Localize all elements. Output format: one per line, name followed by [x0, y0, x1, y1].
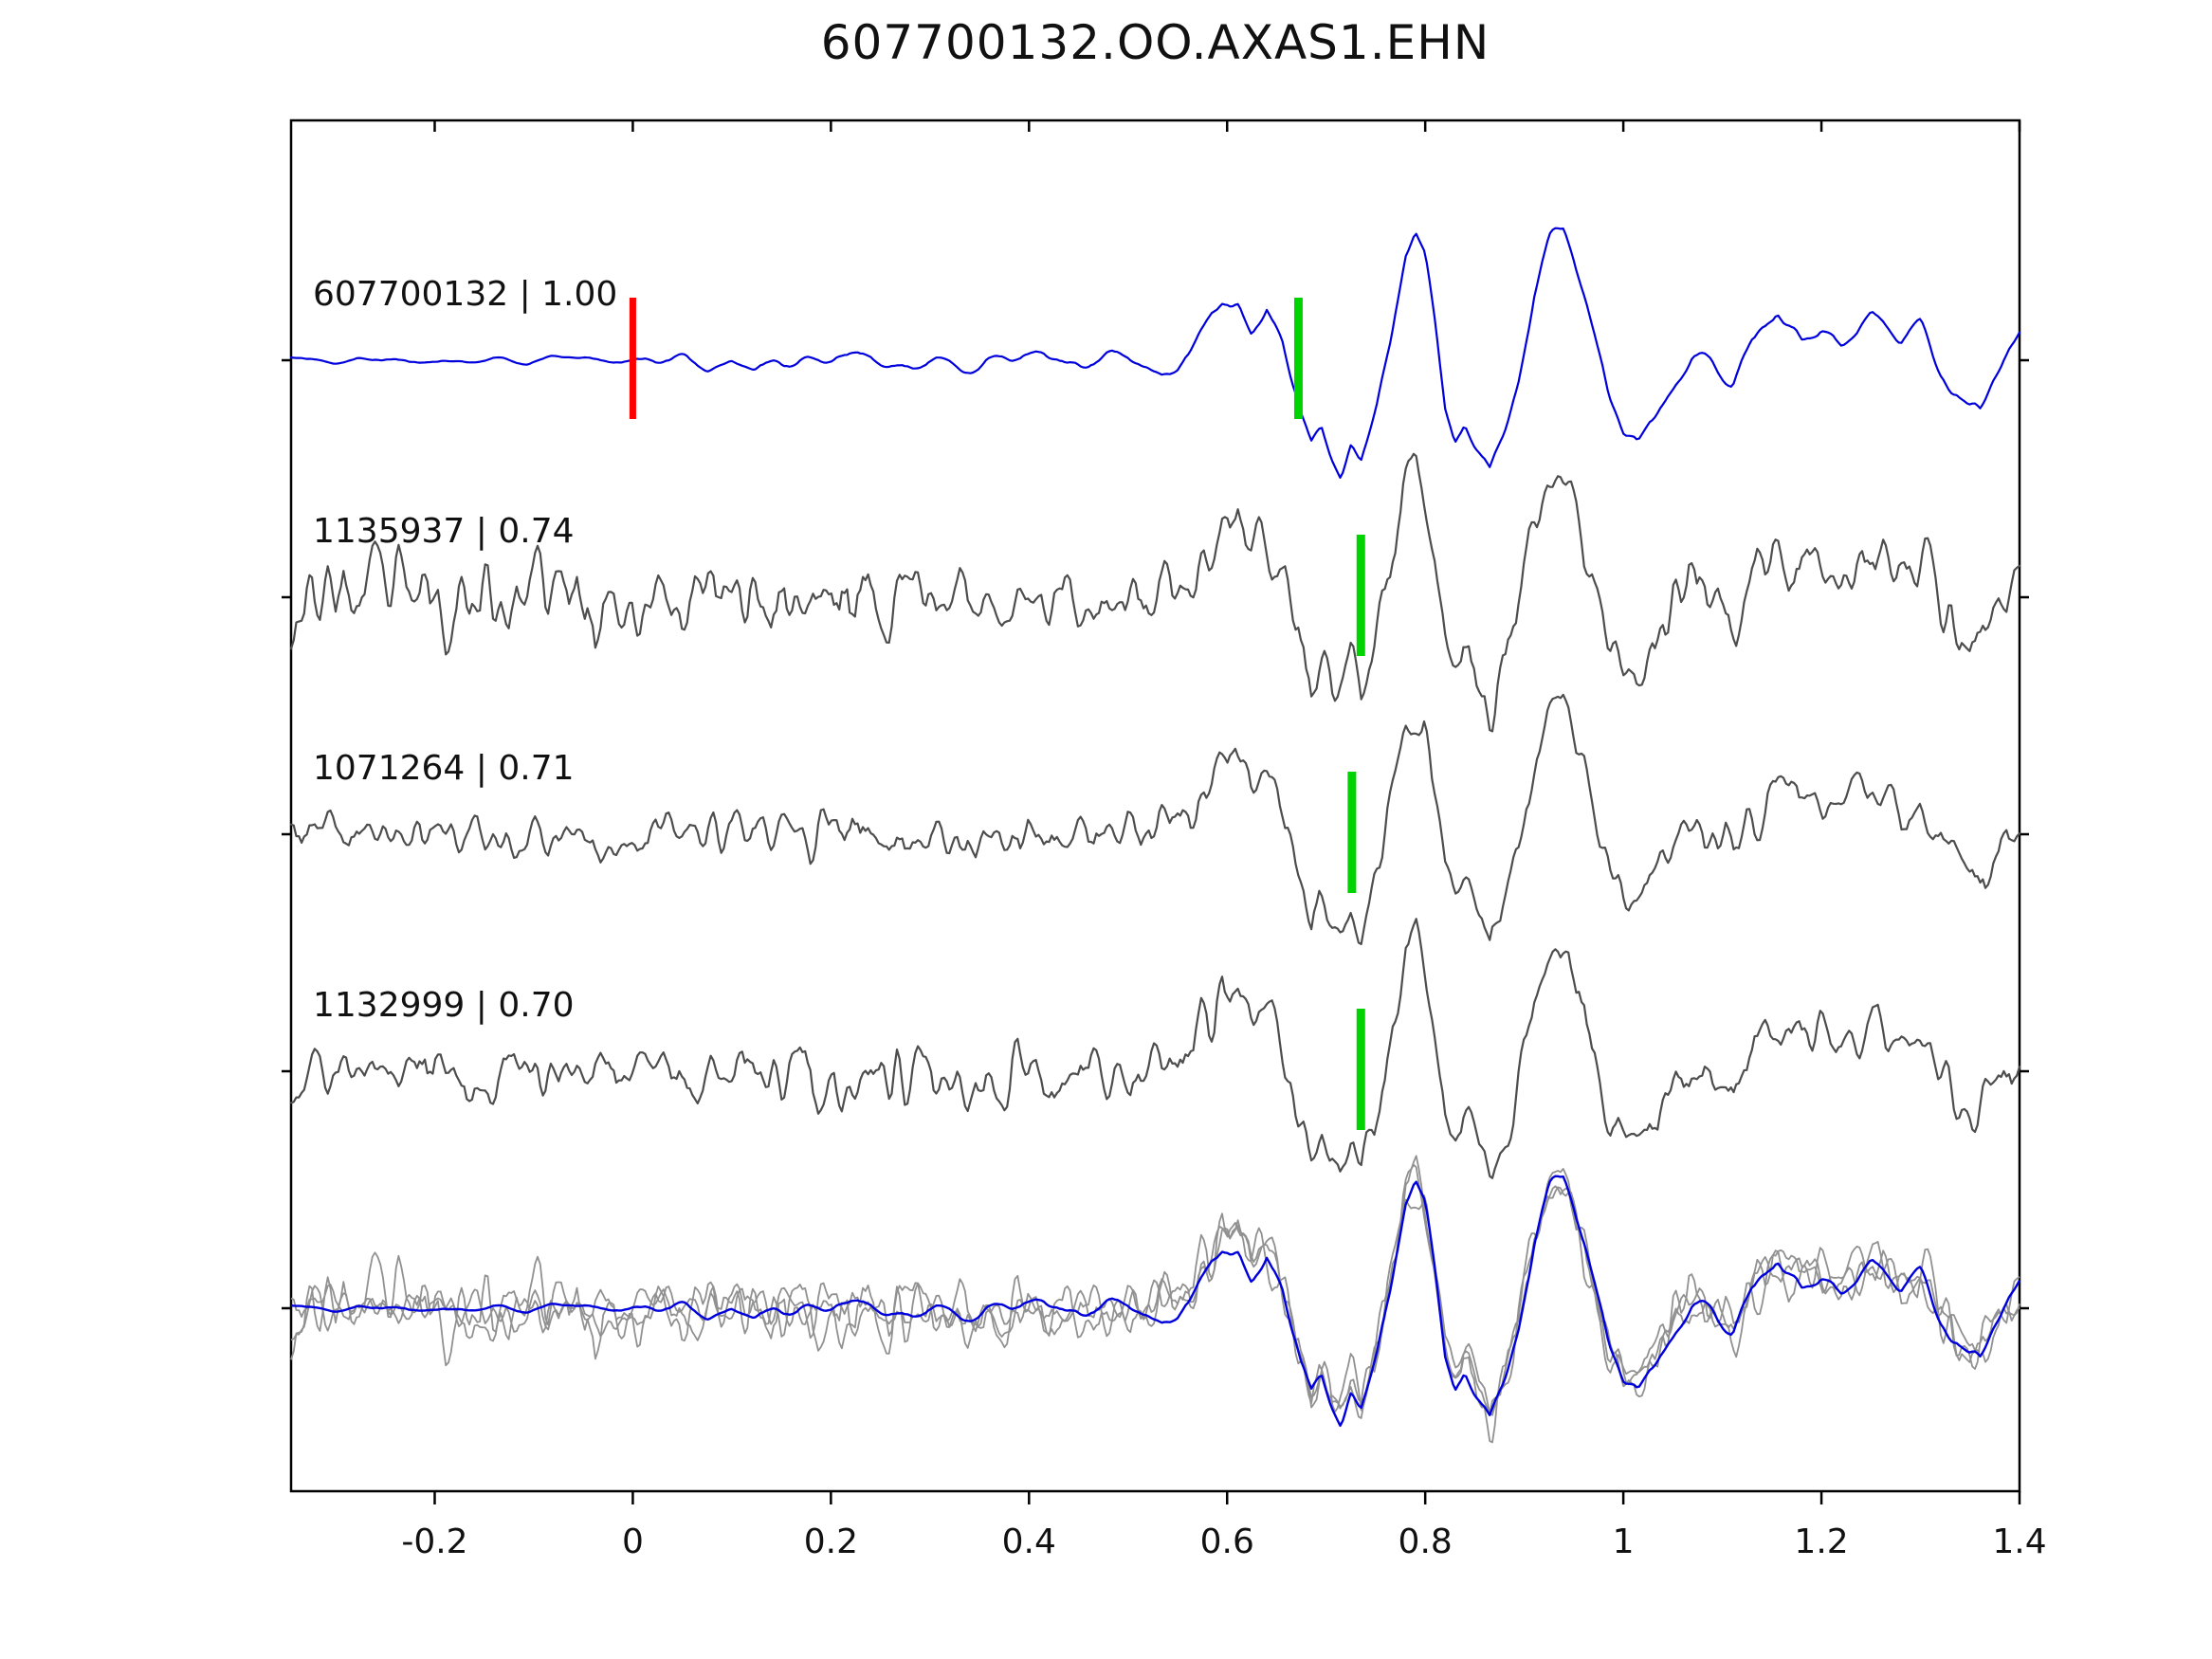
waveform-1071264 — [289, 693, 2021, 946]
chart-title: 607700132.OO.AXAS1.EHN — [820, 15, 1490, 70]
trace-label-1071264: 1071264 | 0.71 — [313, 749, 575, 788]
x-tick-label: 0 — [622, 1522, 644, 1561]
overlay-waveform-607700132 — [290, 1175, 2021, 1428]
x-tick-label: 0.6 — [1200, 1522, 1254, 1561]
overlay-waveform-1071264 — [290, 1168, 2020, 1419]
x-tick-label: 1.2 — [1794, 1522, 1848, 1561]
waveform-607700132 — [289, 227, 2021, 479]
x-tick-label: -0.2 — [401, 1522, 467, 1561]
plot-border — [289, 118, 2021, 1493]
x-tick-label: 0.8 — [1398, 1522, 1453, 1561]
overlay-waveform-1132999 — [290, 1155, 2020, 1416]
trace-label-1132999: 1132999 | 0.70 — [313, 986, 575, 1025]
waveform-1135937 — [289, 452, 2021, 733]
x-tick-label: 1 — [1613, 1522, 1635, 1561]
x-tick-label: 0.2 — [804, 1522, 858, 1561]
trace-label-1135937: 1135937 | 0.74 — [313, 512, 575, 551]
waveform-1132999 — [289, 918, 2021, 1179]
x-tick-label: 0.4 — [1002, 1522, 1056, 1561]
x-tick-label: 1.4 — [1992, 1522, 2046, 1561]
trace-label-607700132: 607700132 | 1.00 — [313, 275, 617, 314]
